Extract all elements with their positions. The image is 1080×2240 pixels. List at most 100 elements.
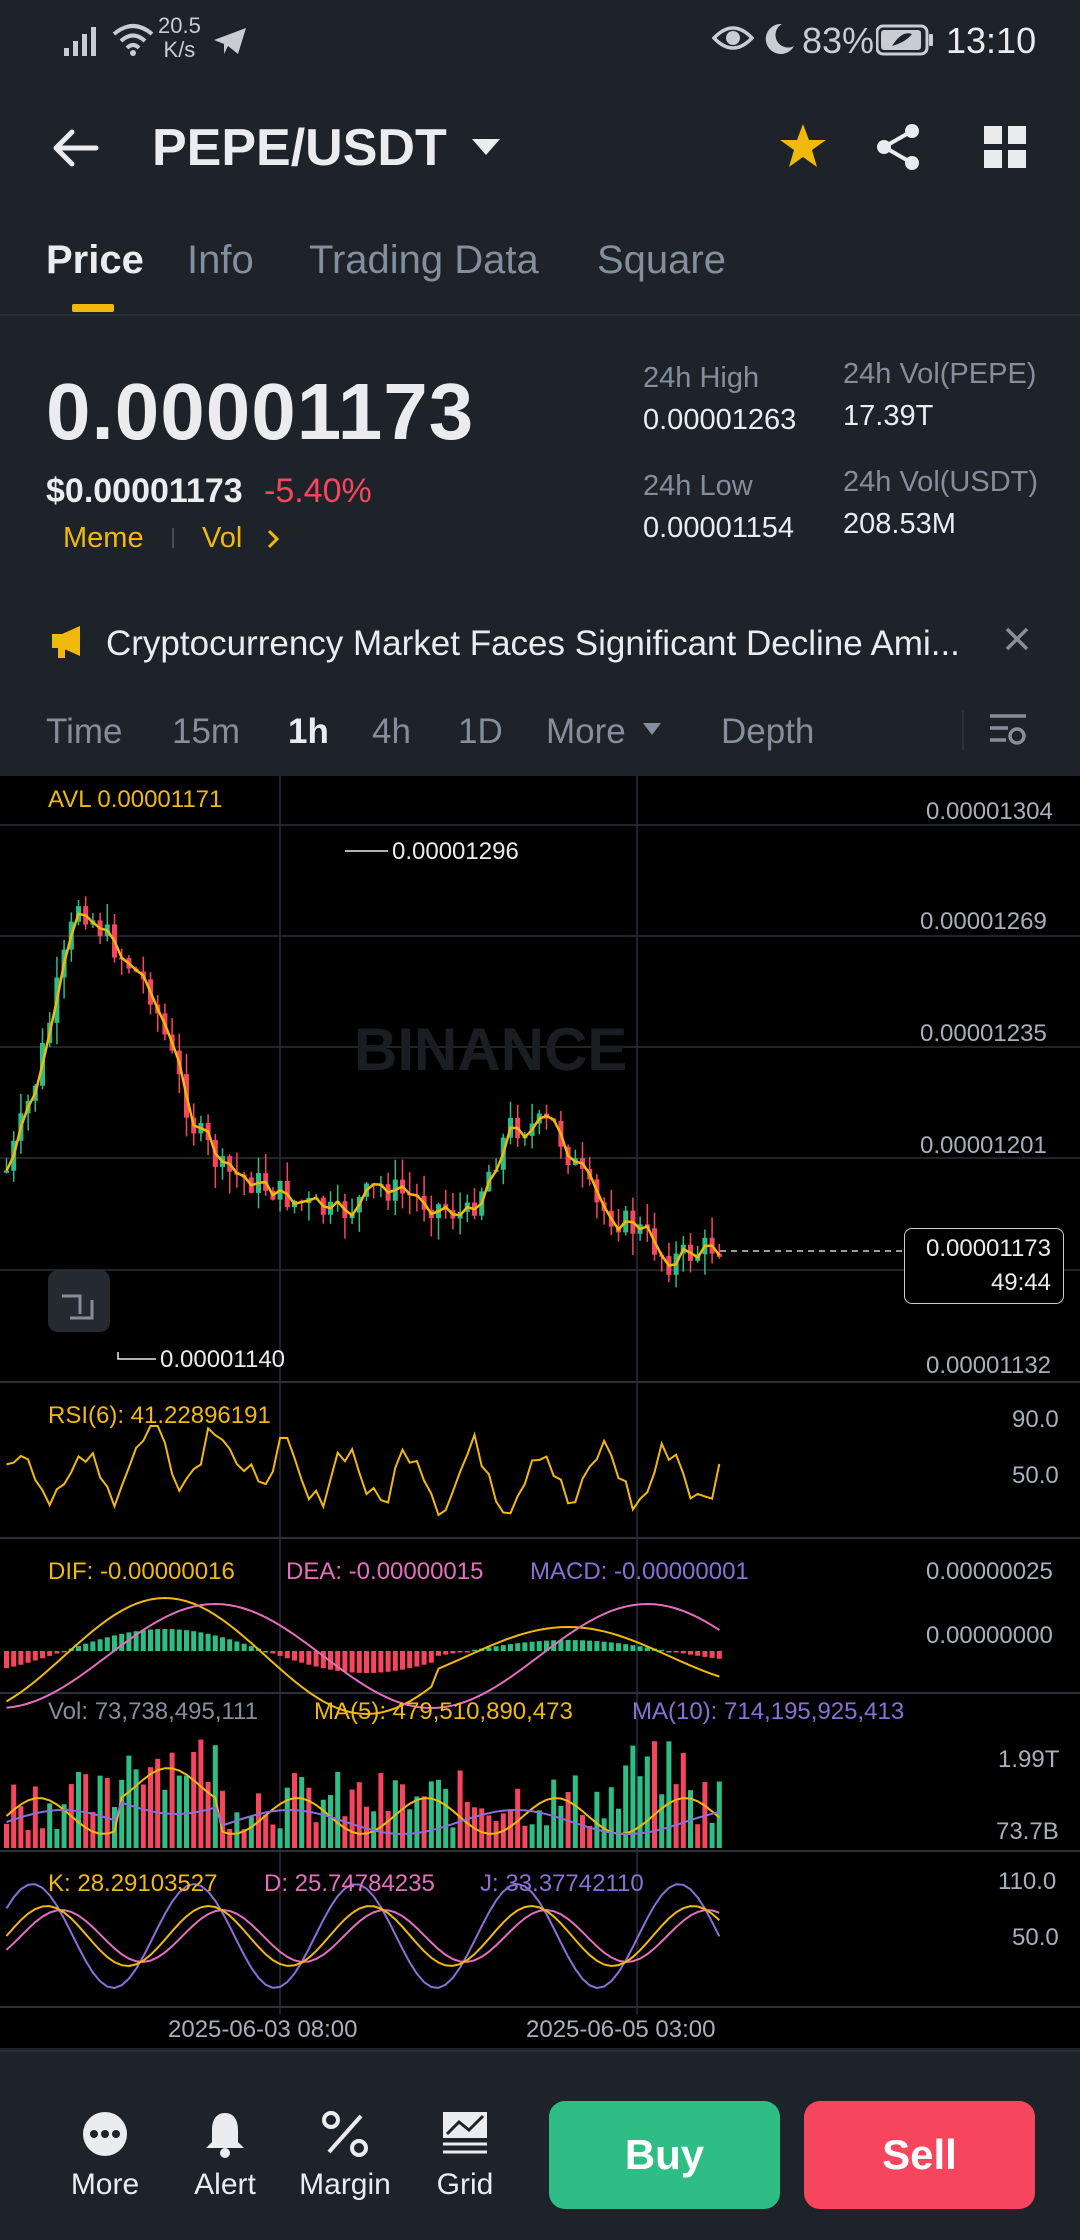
volume-bar [644, 1756, 650, 1848]
active-tab-indicator [72, 304, 114, 312]
volume-bar [544, 1825, 549, 1848]
macd-bar [371, 1651, 377, 1673]
interval-15m[interactable]: 15m [172, 712, 241, 751]
nav-margin[interactable]: Margin [285, 2110, 405, 2202]
kdj-d-line [5, 1908, 720, 1963]
macd-bar [522, 1642, 528, 1651]
macd-bar [421, 1651, 427, 1665]
pane-divider-kdj [0, 1850, 1080, 1852]
volume-bar [162, 1789, 168, 1848]
buy-button[interactable]: Buy [549, 2101, 780, 2209]
star-icon[interactable] [778, 122, 828, 170]
chevron-down-icon[interactable] [470, 136, 502, 158]
tag-separator [172, 528, 174, 548]
current-price-box[interactable]: 0.00001173 49:44 [904, 1228, 1064, 1304]
volume-bar [227, 1828, 233, 1848]
chart-settings-icon[interactable] [988, 712, 1028, 748]
volume-bar [184, 1775, 189, 1848]
macd-axis-mid: 0.00000000 [926, 1622, 1053, 1649]
interval-4h[interactable]: 4h [372, 712, 411, 751]
sell-button[interactable]: Sell [804, 2101, 1035, 2209]
nav-alert[interactable]: Alert [165, 2110, 285, 2202]
volume-bar [83, 1774, 89, 1848]
macd-bar [464, 1651, 470, 1653]
macd-bar [356, 1651, 362, 1673]
macd-bar [702, 1651, 708, 1657]
macd-bar [500, 1645, 506, 1651]
pane-divider-vol [0, 1692, 1080, 1694]
volume-bar [400, 1784, 405, 1848]
macd-bar [493, 1646, 499, 1651]
interval-time[interactable]: Time [46, 712, 123, 751]
volume-bar [601, 1818, 607, 1848]
macd-bar [572, 1640, 578, 1651]
kdj-k-label: K: 28.29103527 [48, 1870, 218, 1897]
back-arrow-icon[interactable] [50, 126, 100, 170]
volume-bar [716, 1781, 722, 1848]
chevron-right-icon[interactable] [266, 528, 280, 550]
share-icon[interactable] [874, 122, 922, 172]
candle [4, 1170, 9, 1173]
macd-bar [529, 1641, 535, 1651]
binance-watermark: BINANCE [354, 1016, 627, 1083]
macd-bar [414, 1651, 420, 1667]
tab-square[interactable]: Square [597, 238, 726, 282]
price-change-percent: -5.40% [264, 472, 372, 510]
price-axis-1: 0.00001304 [926, 798, 1053, 825]
kdj-k-line [5, 1904, 720, 1967]
macd-bar [248, 1646, 254, 1651]
nav-grid[interactable]: Grid [405, 2110, 525, 2202]
volume-bar [464, 1801, 470, 1848]
volume-bar [630, 1745, 636, 1848]
megaphone-icon [52, 626, 80, 658]
volume-bar [342, 1816, 348, 1848]
tag-vol[interactable]: Vol [202, 522, 243, 554]
volume-bar [349, 1789, 355, 1848]
interval-1d[interactable]: 1D [458, 712, 503, 751]
vol-axis-bottom: 73.7B [996, 1818, 1059, 1845]
macd-bar [133, 1631, 139, 1651]
stat-24h-high-label: 24h High [643, 362, 760, 394]
vol-axis-top: 1.99T [998, 1746, 1060, 1773]
more-dropdown-icon[interactable] [642, 722, 662, 736]
tab-trading-data[interactable]: Trading Data [309, 238, 539, 282]
interval-depth[interactable]: Depth [721, 712, 815, 751]
news-ticker[interactable]: Cryptocurrency Market Faces Significant … [106, 624, 960, 663]
volume-bar [97, 1775, 103, 1848]
macd-bar [220, 1637, 225, 1651]
volume-bar [673, 1784, 679, 1848]
macd-bar [176, 1629, 182, 1651]
interval-more[interactable]: More [546, 712, 626, 751]
volume-bar [529, 1824, 535, 1848]
pair-title[interactable]: PEPE/USDT [152, 119, 447, 177]
vol-label: Vol: 73,738,495,111 [48, 1698, 258, 1725]
volume-bar [299, 1777, 305, 1848]
volume-bar [306, 1787, 312, 1848]
macd-bar [263, 1651, 269, 1653]
close-icon[interactable] [1004, 626, 1030, 652]
kline-chart[interactable]: BINANCE [0, 776, 1080, 2048]
tab-info[interactable]: Info [187, 238, 254, 282]
expand-icon[interactable] [62, 1294, 94, 1320]
grid-icon[interactable] [984, 126, 1026, 168]
volume-bar [551, 1779, 557, 1848]
pane-divider-macd [0, 1537, 1080, 1539]
clock: 13:10 [946, 20, 1037, 61]
interval-1h[interactable]: 1h [288, 712, 329, 751]
volume-bar [385, 1811, 391, 1848]
macd-bar [349, 1651, 355, 1673]
tag-meme[interactable]: Meme [63, 522, 144, 554]
macd-bar [90, 1641, 96, 1651]
rsi-axis-mid: 50.0 [1012, 1462, 1059, 1489]
interval-separator [962, 710, 964, 750]
volume-bar [608, 1787, 614, 1848]
macd-bar [313, 1651, 319, 1667]
nav-more[interactable]: More [45, 2110, 165, 2202]
volume-bar [313, 1822, 319, 1848]
tab-price[interactable]: Price [46, 238, 144, 282]
macd-bar [342, 1651, 348, 1672]
macd-bar [47, 1651, 53, 1656]
volume-bar [220, 1790, 225, 1848]
macd-bar [234, 1641, 240, 1651]
macd-bar [637, 1646, 643, 1651]
